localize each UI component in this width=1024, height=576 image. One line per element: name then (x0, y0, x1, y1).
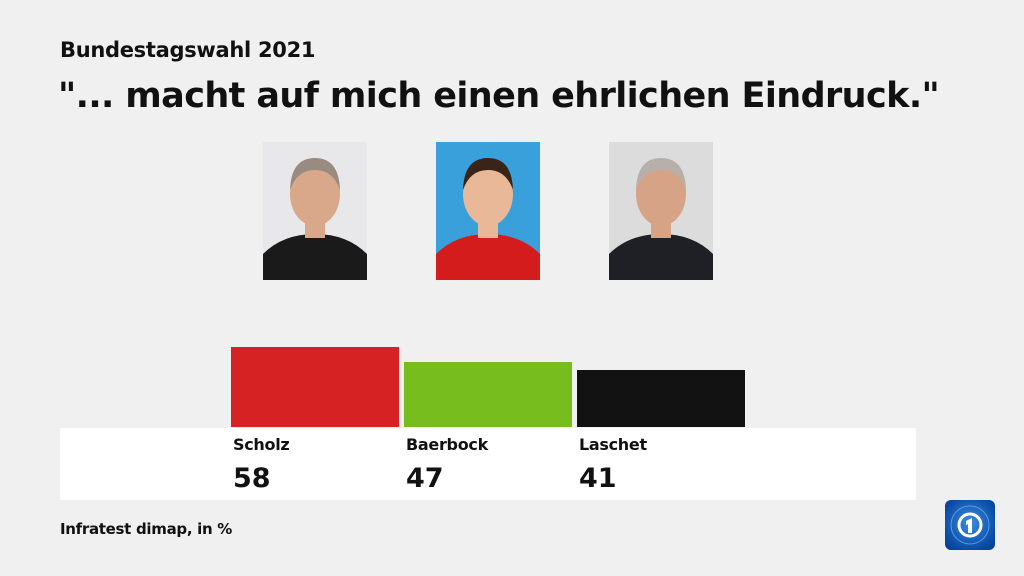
photo-laschet (609, 142, 713, 280)
tagesschau-logo-icon (945, 500, 995, 550)
source-note: Infratest dimap, in % (60, 520, 233, 538)
value-label: 47 (406, 463, 444, 494)
value-label: 58 (233, 463, 271, 494)
category-label: Scholz (233, 435, 290, 454)
photo-baerbock (436, 142, 540, 280)
bar-baerbock (404, 362, 572, 427)
chart-subtitle: Bundestagswahl 2021 (60, 38, 316, 62)
category-label: Laschet (579, 435, 647, 454)
photo-scholz (263, 142, 367, 280)
label-panel (60, 428, 916, 500)
chart-title: "... macht auf mich einen ehrlichen Eind… (58, 76, 940, 116)
value-label: 41 (579, 463, 617, 494)
bar-laschet (577, 370, 745, 427)
category-label: Baerbock (406, 435, 488, 454)
bar-scholz (231, 347, 399, 427)
